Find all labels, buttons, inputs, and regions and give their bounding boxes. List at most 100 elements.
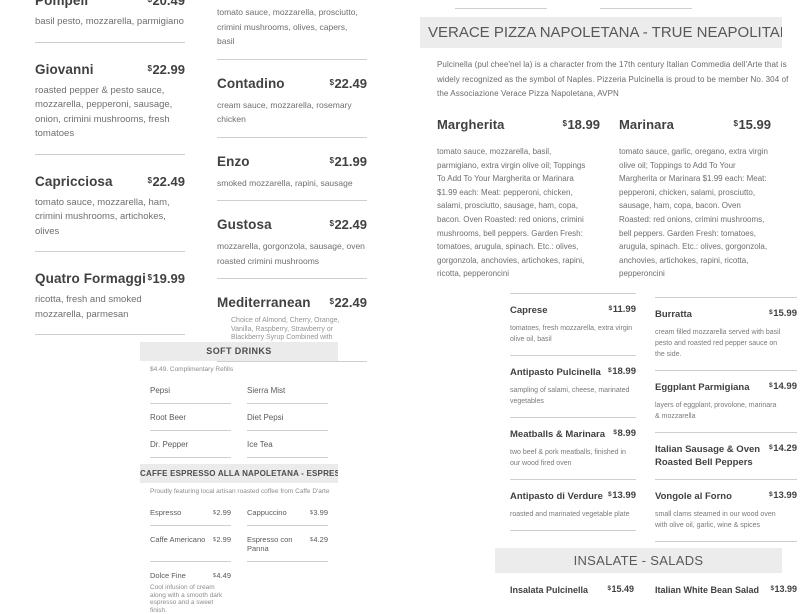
item-name: Pompeii (35, 0, 89, 8)
drink-item: Diet Pepsi (247, 404, 328, 431)
item-price: $13.99 (769, 490, 797, 501)
currency-symbol: $ (147, 175, 152, 185)
antipasti-column-1: Caprese $11.99 tomatoes, fresh mozzarell… (510, 293, 636, 541)
divider (510, 293, 636, 294)
menu-item: Marinara $15.99 tomato sauce, garlic, or… (619, 115, 771, 281)
item-description: cream filled mozzarella served with basi… (655, 329, 781, 358)
currency-symbol: $ (607, 585, 611, 593)
drink-item: Dr. Pepper (150, 431, 231, 458)
item-description: tomato sauce, mozzarella, basil, parmigi… (437, 147, 586, 279)
item-name: Capricciosa (35, 173, 113, 189)
item-name: Insalata Pulcinella (510, 585, 589, 595)
item-name: Caprese (510, 305, 548, 316)
menu-item: Quatro Formaggi $19.99 ricotta, fresh an… (35, 269, 185, 335)
divider (35, 334, 185, 335)
item-price: $20.49 (147, 0, 185, 8)
item-description: mozzarella, gorgonzola, sausage, oven ro… (217, 241, 365, 266)
menu-item: Insalata Pulcinella $15.49 (510, 584, 634, 597)
espresso-note: Proudly featuring local artisan roasted … (150, 488, 330, 495)
item-price: $15.99 (769, 308, 797, 319)
currency-symbol: $ (770, 585, 774, 593)
item-price: $22.99 (147, 61, 185, 77)
soft-drinks-list: Pepsi Sierra Mist Root Beer Diet Pepsi D… (140, 377, 338, 458)
item-name: Marinara (619, 117, 674, 132)
menu-item: Meatballs & Marinara $8.99 two beef & po… (510, 428, 636, 480)
menu-item: Capricciosa $22.49 tomato sauce, mozzare… (35, 172, 185, 252)
item-price: $19.99 (147, 271, 185, 286)
divider (35, 251, 185, 252)
currency-symbol: $ (309, 509, 313, 516)
item-description: Cool infusion of cream along with a smoo… (150, 584, 223, 614)
item-description: ricotta, fresh and smoked mozzarella, pa… (35, 294, 142, 320)
item-name: Italian Sausage & Oven Roasted Bell Pepp… (655, 444, 761, 468)
espresso-list: Espresso $2.99 Cappuccino $3.99 Caffe Am… (140, 499, 338, 614)
divider (217, 58, 367, 60)
salads-header: INSALATE - SALADS (495, 548, 782, 573)
divider (35, 41, 185, 43)
item-description: tomatoes, fresh mozzarella, extra virgin… (510, 325, 633, 343)
item-description: small clams steamed in our wood oven wit… (655, 511, 776, 529)
currency-symbol: $ (562, 119, 567, 129)
divider (655, 297, 797, 298)
item-description: roasted pepper & pesto sauce, mozzarella… (35, 84, 173, 140)
item-description: two beef & pork meatballs, finished in o… (510, 449, 626, 467)
espresso-header: CAFFE ESPRESSO ALLA NAPOLETANA - ESPRESS… (140, 464, 338, 483)
item-price: $4.49 (212, 571, 231, 580)
divider (655, 370, 797, 371)
currency-symbol: $ (329, 297, 334, 307)
item-price: $14.99 (769, 381, 797, 392)
divider (655, 541, 797, 542)
espresso-item: Caffe Americano $2.99 (150, 526, 231, 562)
divider (510, 530, 636, 531)
menu-item: Eggplant Parmigiana $14.99 layers of egg… (655, 381, 797, 433)
drink-item: Pepsi (150, 377, 231, 404)
beverages-section: SOFT DRINKS $4.49. Complimentary Refills… (140, 342, 338, 614)
menu-item: Burratta $15.99 cream filled mozzarella … (655, 308, 797, 371)
neapolitan-pizza-section: VERACE PIZZA NAPOLETANA - TRUE NEAPOLITA… (420, 0, 797, 600)
currency-symbol: $ (212, 536, 216, 543)
menu-item: Margherita $18.99 tomato sauce, mozzarel… (437, 115, 600, 281)
item-price: $4.29 (309, 535, 328, 544)
divider (510, 417, 636, 418)
currency-symbol: $ (147, 63, 152, 73)
currency-symbol: $ (147, 273, 152, 283)
item-name: Giovanni (35, 61, 94, 77)
item-price: $22.49 (329, 217, 367, 232)
divider (600, 8, 692, 9)
antipasti-column-2: Burratta $15.99 cream filled mozzarella … (655, 297, 797, 552)
pizza-column-2: tomato sauce, mozzarella, prosciutto, cr… (217, 5, 367, 376)
divider (217, 278, 367, 279)
currency-symbol: $ (608, 491, 612, 499)
menu-item: Gustosa $22.49 mozzarella, gorgonzola, s… (217, 215, 367, 279)
currency-symbol: $ (147, 0, 151, 4)
currency-symbol: $ (613, 429, 617, 437)
menu-item: Italian Sausage & Oven Roasted Bell Pepp… (655, 443, 797, 480)
item-price: $13.99 (770, 584, 797, 594)
item-description: basil pesto, mozzarella, parmigiano (35, 16, 184, 27)
item-price: $15.49 (607, 584, 634, 594)
item-price: $22.49 (147, 173, 185, 189)
divider (455, 8, 547, 9)
item-price: $2.99 (212, 508, 231, 517)
drink-item: Ice Tea (247, 431, 328, 458)
menu-item: Giovanni $22.99 roasted pepper & pesto s… (35, 60, 185, 155)
item-name: Meatballs & Marinara (510, 429, 606, 440)
item-description: layers of eggplant, provolone, marinara … (655, 402, 777, 420)
currency-symbol: $ (608, 367, 612, 375)
menu-item: Caprese $11.99 tomatoes, fresh mozzarell… (510, 304, 636, 356)
item-name: Burratta (655, 309, 692, 320)
item-price: $13.99 (608, 490, 636, 501)
item-price: $15.99 (733, 117, 771, 132)
item-description: cream sauce, mozzarella, rosemary chicke… (217, 99, 352, 125)
section-intro: Pulcinella (pul chee'nel la) is a charac… (437, 60, 789, 98)
item-price: $2.99 (212, 535, 231, 544)
currency-symbol: $ (769, 382, 773, 390)
currency-symbol: $ (769, 444, 773, 452)
currency-symbol: $ (769, 309, 773, 317)
divider (655, 432, 797, 433)
menu-item: Vongole al Forno $13.99 small clams stea… (655, 490, 797, 542)
item-description: tomato sauce, mozzarella, ham, crimini m… (35, 196, 170, 237)
item-name: Margherita (437, 117, 505, 132)
item-name: Quatro Formaggi (35, 271, 147, 286)
currency-symbol: $ (769, 491, 773, 499)
